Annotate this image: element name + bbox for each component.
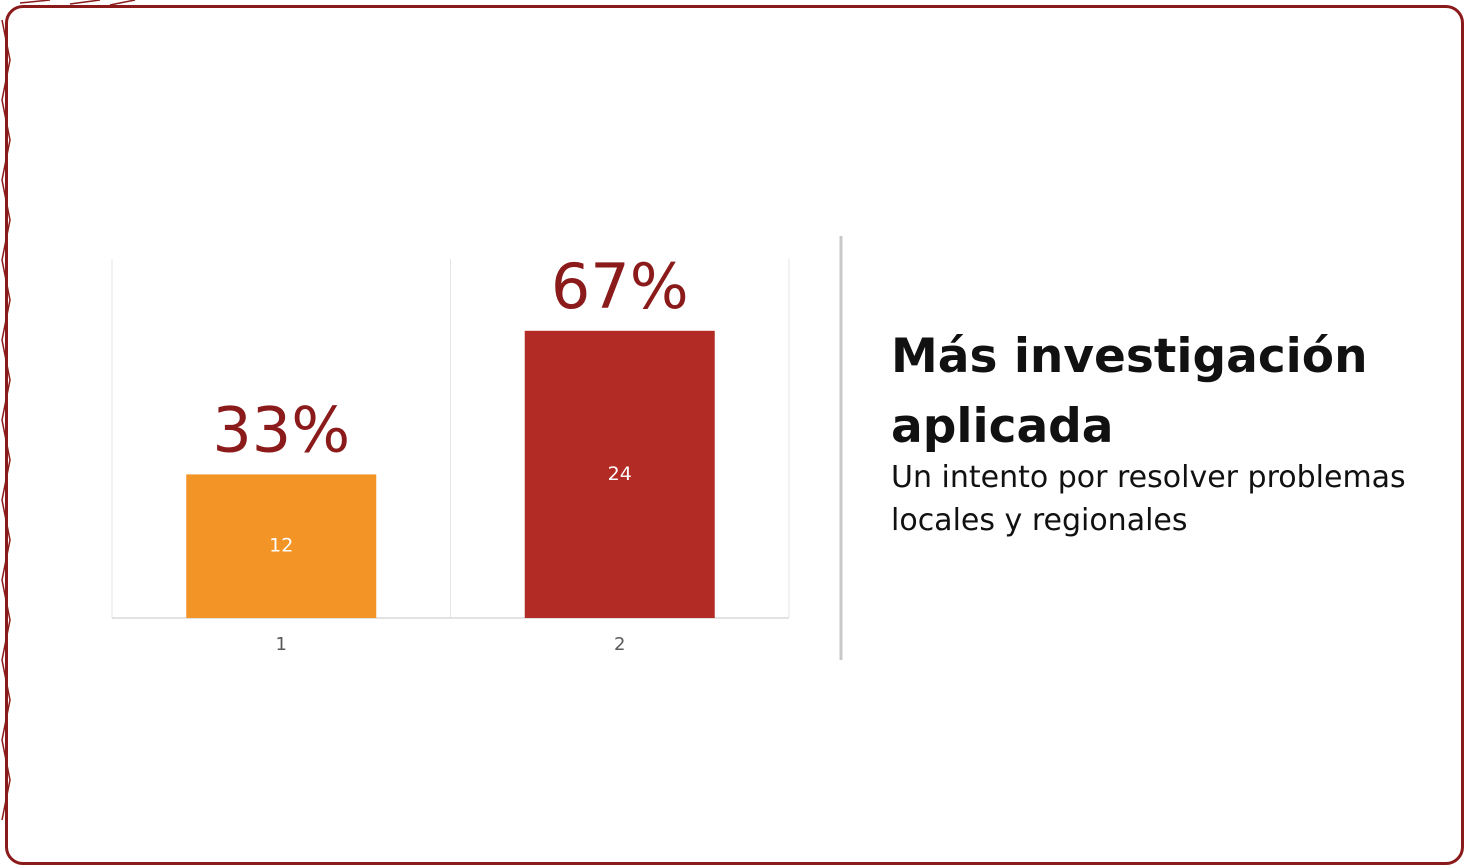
bar [524,330,715,618]
value-label: 12 [269,535,293,557]
x-tick-label: 2 [614,634,625,655]
percent-label: 33% [212,393,350,466]
value-label: 24 [608,463,632,485]
chart: 1 12 33% 2 24 67% [1,0,843,821]
x-tick-label: 1 [276,634,287,655]
percent-label: 67% [551,250,689,323]
border-pattern [1,0,136,821]
subheading: Un intento por resolver problemas locale… [891,460,1406,538]
heading: Más investigación aplicada [891,329,1368,454]
bar [186,474,377,618]
